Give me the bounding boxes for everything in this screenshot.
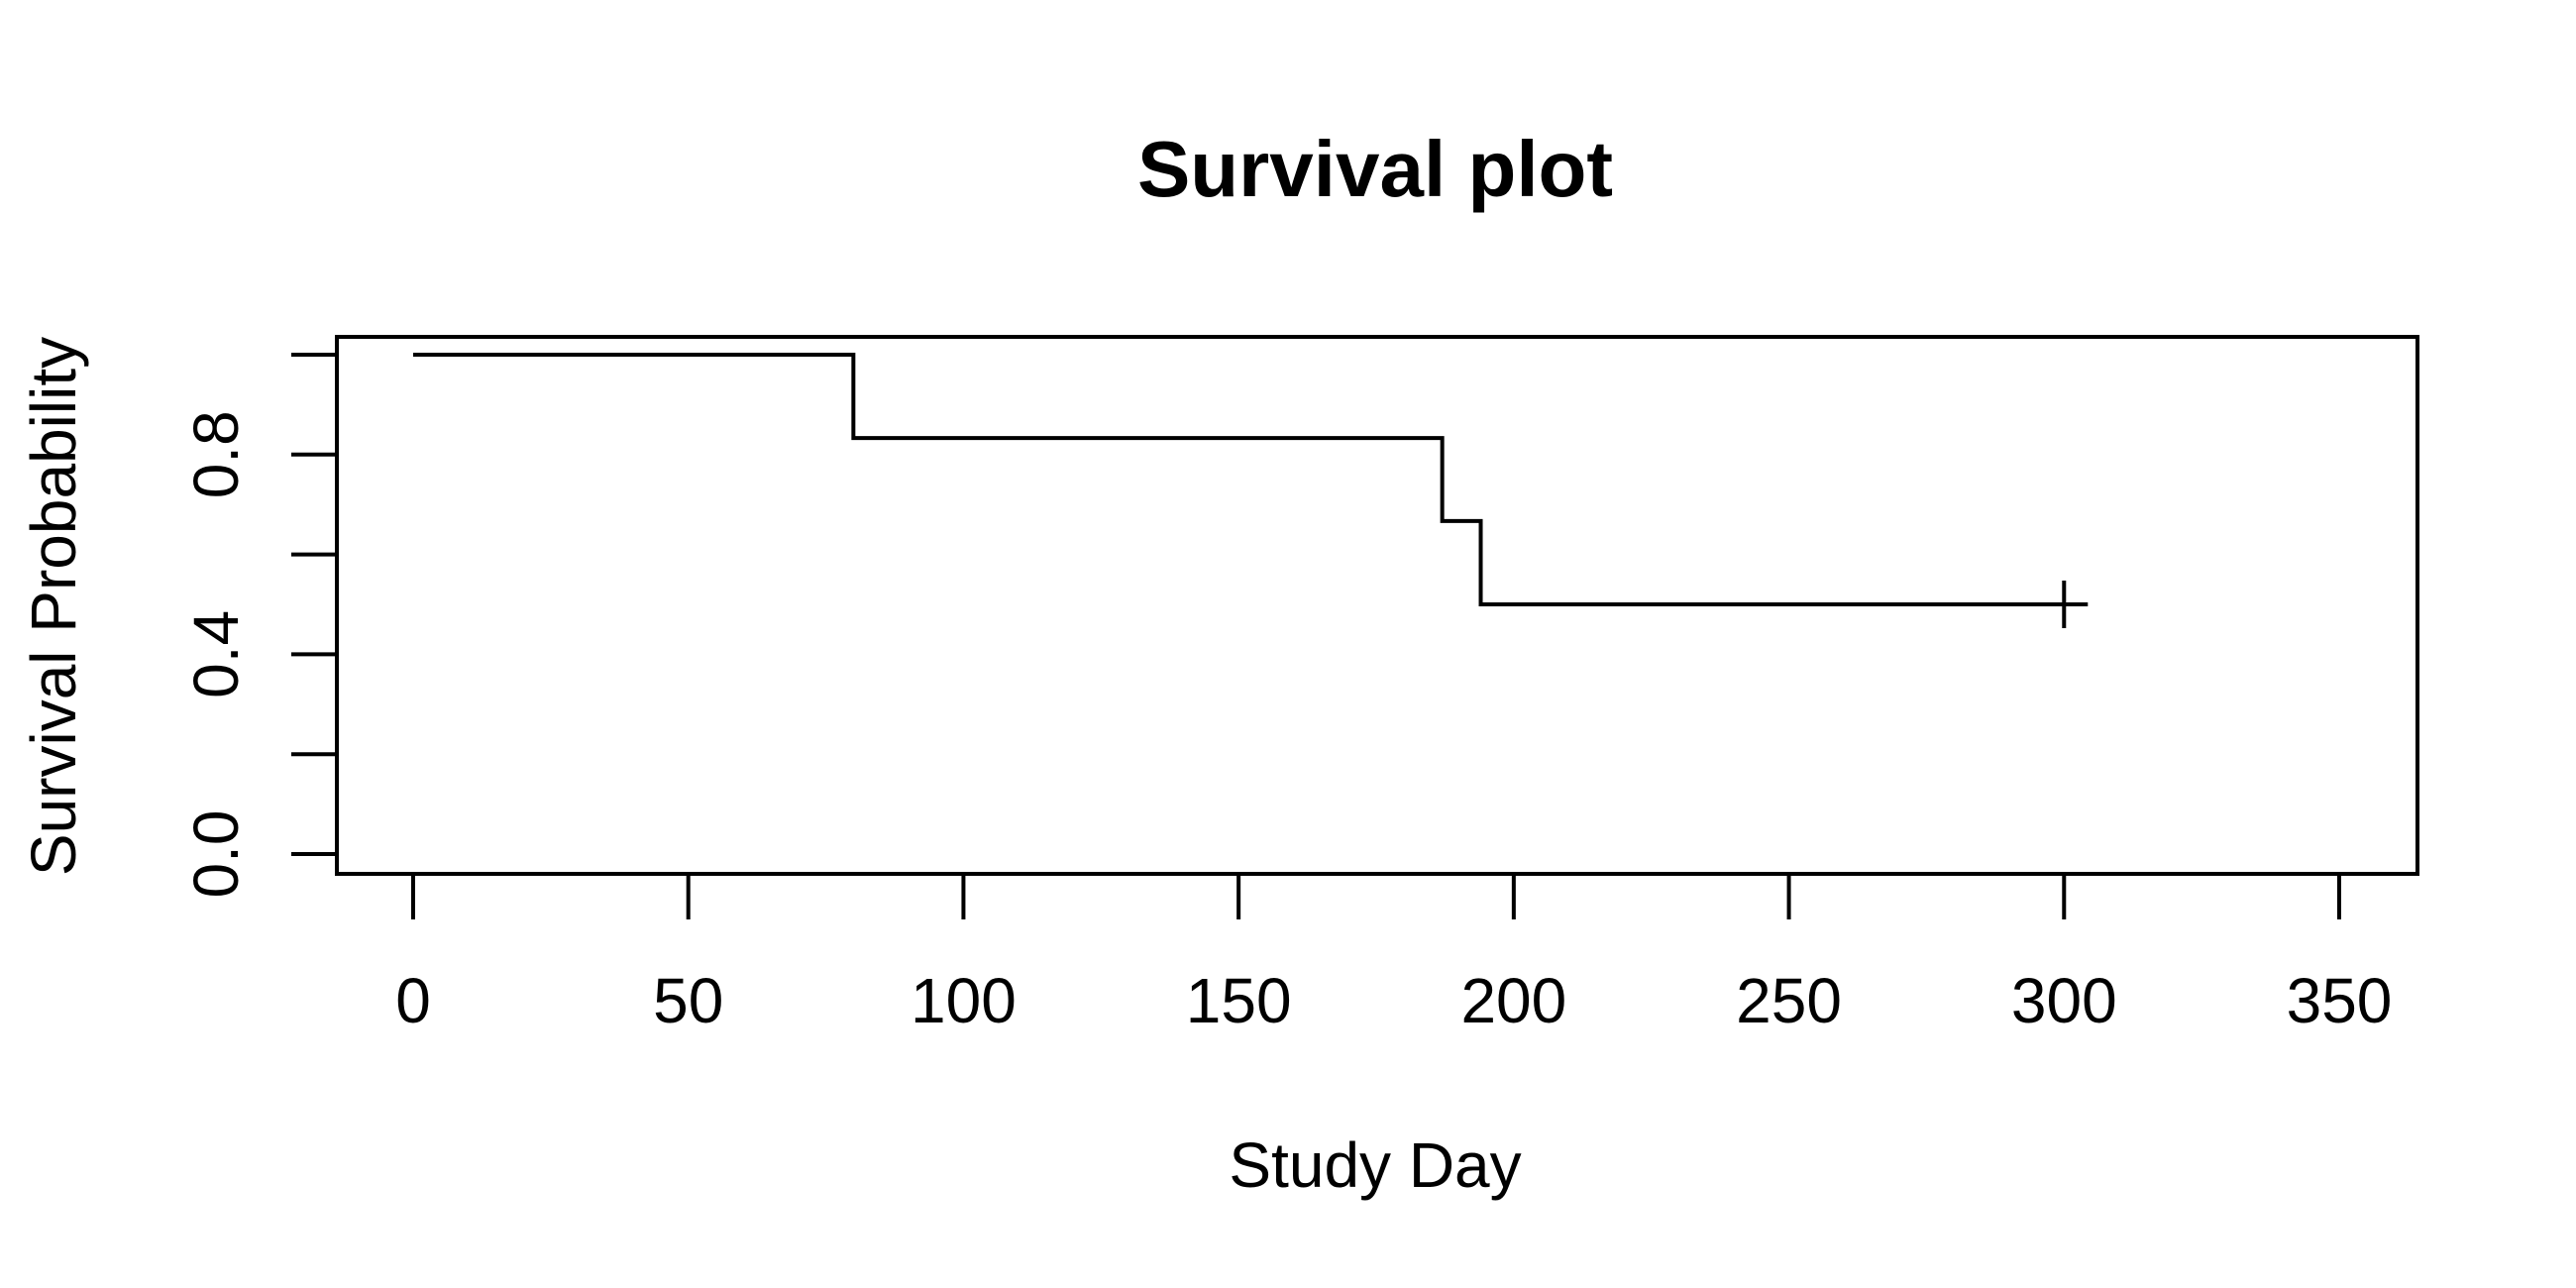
y-axis-label: Survival Probability: [18, 337, 89, 876]
x-tick-label: 150: [1186, 965, 1292, 1036]
chart-title: Survival plot: [1137, 125, 1613, 213]
censor-mark: [2040, 581, 2089, 628]
y-tick-label: 0.4: [180, 610, 252, 698]
survival-step-line: [413, 353, 2081, 606]
x-tick-label: 200: [1460, 965, 1566, 1036]
x-axis-label: Study Day: [1229, 1129, 1521, 1201]
y-tick-label: 0.0: [180, 810, 252, 899]
x-tick-label: 50: [653, 965, 723, 1036]
x-tick-label: 250: [1736, 965, 1842, 1036]
series-layer: [413, 353, 2089, 628]
x-tick-label: 350: [2287, 965, 2393, 1036]
x-tick-label: 100: [911, 965, 1017, 1036]
y-axis: 0.0 0.4 0.8: [180, 353, 339, 899]
y-tick-label: 0.8: [180, 410, 252, 498]
x-tick-label: 0: [395, 965, 431, 1036]
plot-frame: [335, 335, 2419, 876]
x-axis: 0 50 100 150 200 250 300 350: [395, 872, 2393, 1036]
x-tick-label: 300: [2011, 965, 2117, 1036]
